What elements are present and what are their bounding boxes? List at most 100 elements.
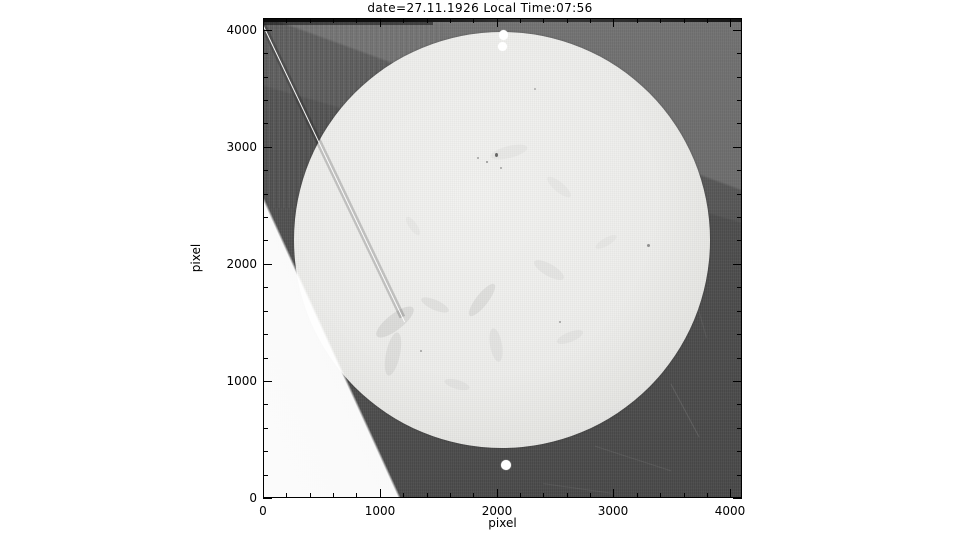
y-axis-major-tick bbox=[263, 147, 272, 148]
y-axis-minor-tick-right bbox=[737, 334, 742, 335]
x-axis-minor-tick-top bbox=[310, 18, 311, 23]
x-axis-major-tick bbox=[497, 489, 498, 498]
x-axis-minor-tick-top bbox=[473, 18, 474, 23]
y-axis-minor-tick-right bbox=[737, 428, 742, 429]
y-axis-minor-tick-right bbox=[737, 100, 742, 101]
x-axis-major-tick-top bbox=[380, 18, 381, 27]
y-axis-minor-tick-right bbox=[737, 358, 742, 359]
x-axis-minor-tick bbox=[286, 493, 287, 498]
y-axis-minor-tick-right bbox=[737, 287, 742, 288]
x-axis-minor-tick-top bbox=[707, 18, 708, 23]
y-axis-major-tick bbox=[263, 264, 272, 265]
x-axis-minor-tick-top bbox=[403, 18, 404, 23]
x-axis-minor-tick-top bbox=[356, 18, 357, 23]
y-axis-minor-tick-right bbox=[737, 311, 742, 312]
x-axis-tick-label: 3000 bbox=[597, 504, 629, 518]
y-axis-minor-tick-right bbox=[737, 170, 742, 171]
x-axis-major-tick-top bbox=[497, 18, 498, 27]
x-axis-minor-tick bbox=[403, 493, 404, 498]
x-axis-major-tick bbox=[380, 489, 381, 498]
x-axis-minor-tick bbox=[590, 493, 591, 498]
x-axis-minor-tick-top bbox=[637, 18, 638, 23]
x-axis-minor-tick bbox=[427, 493, 428, 498]
y-axis-tick-label: 2000 bbox=[226, 257, 257, 271]
x-axis-tick-label: 2000 bbox=[481, 504, 513, 518]
y-axis-minor-tick-right bbox=[737, 53, 742, 54]
x-axis-minor-tick-top bbox=[567, 18, 568, 23]
y-axis-minor-tick bbox=[263, 123, 268, 124]
y-axis-minor-tick-right bbox=[737, 451, 742, 452]
x-axis-major-tick bbox=[263, 489, 264, 498]
x-axis-minor-tick bbox=[684, 493, 685, 498]
y-axis-minor-tick-right bbox=[737, 123, 742, 124]
page-title: date=27.11.1926 Local Time:07:56 bbox=[367, 1, 593, 15]
x-axis-minor-tick-top bbox=[286, 18, 287, 23]
x-axis-minor-tick-top bbox=[590, 18, 591, 23]
y-axis-major-tick bbox=[263, 381, 272, 382]
y-axis-minor-tick-right bbox=[737, 194, 742, 195]
x-axis-minor-tick-top bbox=[684, 18, 685, 23]
y-axis-minor-tick bbox=[263, 358, 268, 359]
y-axis-minor-tick bbox=[263, 451, 268, 452]
y-axis-minor-tick bbox=[263, 475, 268, 476]
y-axis-major-tick-right bbox=[733, 147, 742, 148]
y-axis-minor-tick-right bbox=[737, 475, 742, 476]
x-axis-minor-tick bbox=[707, 493, 708, 498]
x-axis-minor-tick bbox=[660, 493, 661, 498]
y-axis-major-tick-right bbox=[733, 381, 742, 382]
plate-edge-wedge-lower-left bbox=[263, 18, 742, 498]
y-axis-minor-tick-right bbox=[737, 217, 742, 218]
solar-image-plot-area bbox=[263, 18, 742, 498]
x-axis-minor-tick bbox=[520, 493, 521, 498]
y-axis-minor-tick bbox=[263, 287, 268, 288]
y-axis-title: pixel bbox=[189, 243, 203, 273]
x-axis-title: pixel bbox=[488, 516, 517, 530]
x-axis-minor-tick bbox=[450, 493, 451, 498]
y-axis-tick-label: 3000 bbox=[226, 140, 257, 154]
x-axis-minor-tick-top bbox=[333, 18, 334, 23]
y-axis-minor-tick bbox=[263, 77, 268, 78]
y-axis-minor-tick bbox=[263, 334, 268, 335]
y-axis-minor-tick bbox=[263, 170, 268, 171]
x-axis-minor-tick bbox=[543, 493, 544, 498]
x-axis-major-tick bbox=[613, 489, 614, 498]
x-axis-major-tick-top bbox=[613, 18, 614, 27]
x-axis-tick-label: 0 bbox=[259, 504, 267, 518]
x-axis-minor-tick-top bbox=[427, 18, 428, 23]
x-axis-major-tick bbox=[730, 489, 731, 498]
y-axis-tick-label: 0 bbox=[249, 491, 257, 505]
x-axis-minor-tick bbox=[473, 493, 474, 498]
y-axis-minor-tick-right bbox=[737, 240, 742, 241]
x-axis-minor-tick bbox=[356, 493, 357, 498]
y-axis-major-tick bbox=[263, 30, 272, 31]
y-axis-tick-label: 4000 bbox=[226, 23, 257, 37]
x-axis-minor-tick bbox=[567, 493, 568, 498]
y-axis-major-tick-right bbox=[733, 30, 742, 31]
x-axis-tick-label: 1000 bbox=[364, 504, 396, 518]
x-axis-minor-tick bbox=[333, 493, 334, 498]
x-axis-minor-tick-top bbox=[450, 18, 451, 23]
x-axis-major-tick-top bbox=[263, 18, 264, 27]
y-axis-minor-tick bbox=[263, 194, 268, 195]
x-axis-minor-tick-top bbox=[543, 18, 544, 23]
y-axis-major-tick bbox=[263, 498, 272, 499]
y-axis-major-tick-right bbox=[733, 264, 742, 265]
x-axis-tick-label: 4000 bbox=[714, 504, 746, 518]
x-axis-minor-tick bbox=[310, 493, 311, 498]
y-axis-minor-tick bbox=[263, 100, 268, 101]
y-axis-minor-tick bbox=[263, 217, 268, 218]
y-axis-minor-tick bbox=[263, 53, 268, 54]
y-axis-minor-tick bbox=[263, 240, 268, 241]
x-axis-minor-tick-top bbox=[520, 18, 521, 23]
y-axis-tick-label: 1000 bbox=[226, 374, 257, 388]
y-axis-minor-tick bbox=[263, 311, 268, 312]
y-axis-major-tick-right bbox=[733, 498, 742, 499]
y-axis-minor-tick bbox=[263, 428, 268, 429]
x-axis-minor-tick bbox=[637, 493, 638, 498]
y-axis-minor-tick-right bbox=[737, 77, 742, 78]
x-axis-minor-tick-top bbox=[660, 18, 661, 23]
x-axis-major-tick-top bbox=[730, 18, 731, 27]
y-axis-minor-tick bbox=[263, 404, 268, 405]
y-axis-minor-tick-right bbox=[737, 404, 742, 405]
